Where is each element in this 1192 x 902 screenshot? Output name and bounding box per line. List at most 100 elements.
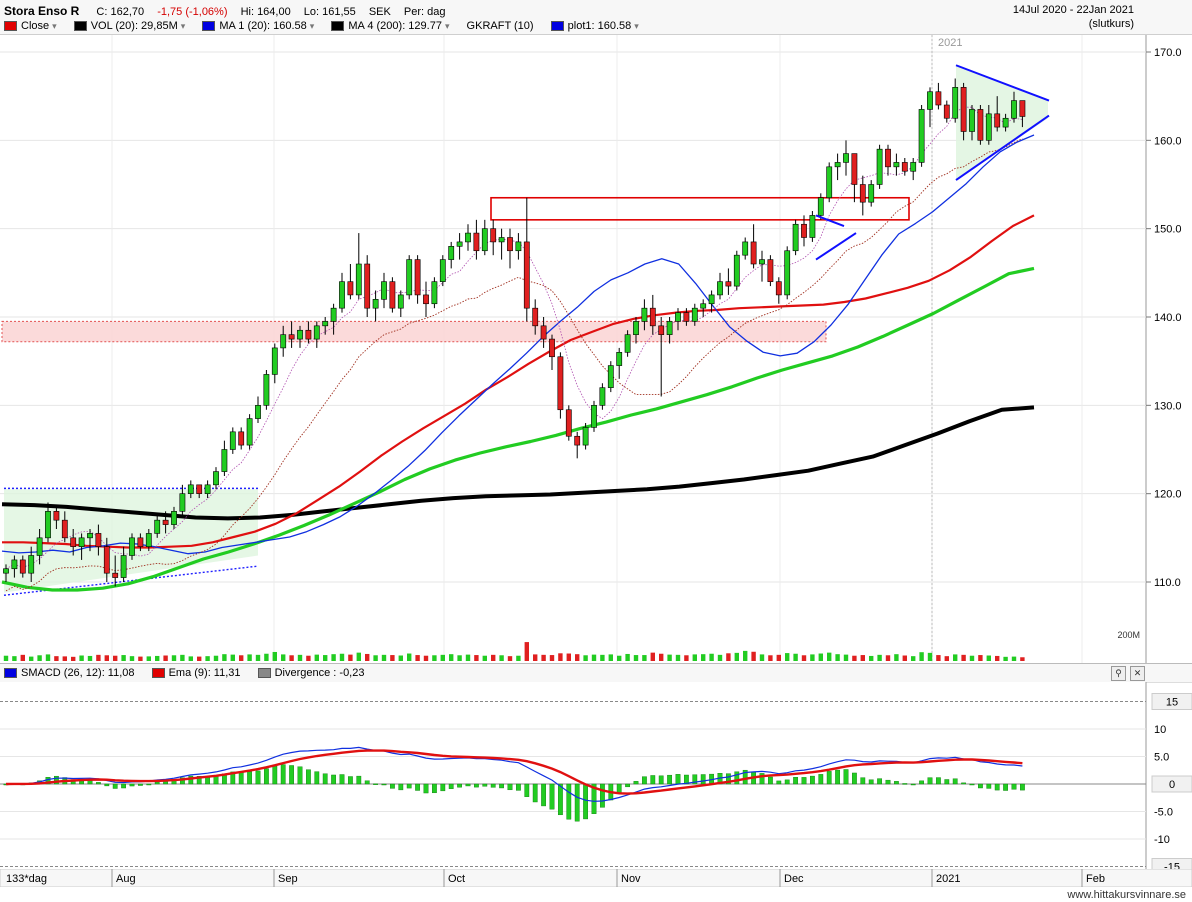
candlesticks <box>3 78 1026 587</box>
quote-close: C: 162,70 <box>96 6 145 18</box>
macd-tick-label: 15 <box>1166 697 1178 709</box>
candle-body <box>162 519 169 525</box>
zoom-icon[interactable]: ⚲ <box>1111 666 1126 681</box>
divergence-bar <box>927 777 933 785</box>
volume-bar <box>96 654 101 661</box>
y-tick-label: 170.0 <box>1154 47 1182 59</box>
divergence-bar <box>574 783 580 822</box>
volume-bar <box>827 652 832 661</box>
volume-bar <box>197 656 202 661</box>
ma100-line <box>1 266 1035 592</box>
flag-upper-line <box>815 214 845 227</box>
quote-low: Lo: 161,55 <box>303 6 356 18</box>
divergence-bar <box>272 765 278 785</box>
candle-body <box>759 259 765 265</box>
volume-bar <box>247 654 252 661</box>
legend-label: MA 1 (20): 160.58 <box>219 20 307 32</box>
candle-body <box>1002 117 1009 128</box>
legend-divergence[interactable]: Divergence : -0,23 <box>257 665 364 681</box>
volume-bar <box>507 656 513 661</box>
macd-tick-label: -10 <box>1154 834 1170 846</box>
candle-body <box>565 409 572 437</box>
volume-bar <box>491 654 496 661</box>
legend-swatch <box>4 668 17 679</box>
legend-smacd[interactable]: SMACD (26, 12): 11,08 <box>4 665 135 681</box>
legend-volume[interactable]: VOL (20): 29,85M ▾ <box>73 18 186 34</box>
close-icon[interactable]: ✕ <box>1130 666 1145 681</box>
divergence-bar <box>877 778 883 785</box>
volume-bar <box>751 651 756 661</box>
divergence-bar <box>432 783 437 794</box>
volume-bar <box>583 655 588 661</box>
volume-bar <box>1003 656 1008 661</box>
divergence-bar <box>188 775 194 785</box>
divergence-bar <box>793 777 799 785</box>
candle-body <box>943 104 950 119</box>
price-chart[interactable]: 110.0 120.0 130.0 140.0 150.0 160.0 170.0 2021… <box>0 35 1192 663</box>
chevron-down-icon[interactable]: ▾ <box>309 21 315 31</box>
x-tick-label: Oct <box>448 873 465 885</box>
volume-bar <box>936 655 941 661</box>
volume-bar <box>726 653 731 661</box>
volume-bar <box>793 653 798 661</box>
divergence-bar <box>843 769 849 785</box>
volume-bar <box>3 655 9 661</box>
volume-bar <box>877 654 882 661</box>
legend-plot1[interactable]: plot1: 160.58 ▾ <box>550 18 639 34</box>
candle-body <box>708 294 715 305</box>
volume-bar <box>533 654 538 661</box>
volume-bar <box>163 655 168 661</box>
candle-body <box>313 325 320 340</box>
legend-close[interactable]: Close ▾ <box>4 18 57 34</box>
legend-label: VOL (20): 29,85M <box>90 20 178 32</box>
volume-bar <box>356 652 361 661</box>
legend-gkraft[interactable]: GKRAFT (10) <box>467 18 534 34</box>
volume-bar <box>919 652 924 661</box>
legend-ema[interactable]: Ema (9): 11,31 <box>151 665 241 681</box>
volume-bar <box>432 655 437 661</box>
volume-bar <box>482 655 487 661</box>
divergence-bar <box>104 783 110 787</box>
candle-body <box>885 148 891 168</box>
candle-body <box>120 555 127 578</box>
candle-body <box>179 493 186 512</box>
candle-body <box>893 162 900 168</box>
volume-bar <box>465 654 471 661</box>
volume-bar <box>331 654 336 661</box>
divergence-bar <box>902 783 908 785</box>
volume-bar <box>297 654 303 661</box>
x-tick-label: Feb <box>1086 873 1105 885</box>
chevron-down-icon[interactable]: ▾ <box>52 21 57 31</box>
volume-bar <box>474 655 479 661</box>
volume-bar <box>860 655 865 661</box>
y-tick-label: 150.0 <box>1154 224 1182 236</box>
chevron-down-icon[interactable]: ▾ <box>634 21 639 31</box>
divergence-bar <box>507 783 513 791</box>
macd-grid <box>0 701 1146 867</box>
volume-bar <box>701 654 706 661</box>
candle-body <box>238 431 245 446</box>
volume-bar <box>843 654 849 661</box>
volume-bar <box>953 654 958 661</box>
candle-body <box>423 294 429 305</box>
candle-body <box>977 109 984 141</box>
macd-chart[interactable]: 2015105.00-5.0-10-15 <box>0 682 1192 869</box>
quote-change: -1,75 (-1,06%) <box>157 6 228 18</box>
divergence-bar <box>583 783 589 820</box>
candle-body <box>78 537 85 547</box>
chevron-down-icon[interactable]: ▾ <box>444 21 450 31</box>
divergence-bar <box>314 771 320 785</box>
volume-bar <box>625 653 630 661</box>
volume-bar <box>37 655 42 661</box>
legend-ma200[interactable]: MA 4 (200): 129.77 ▾ <box>331 18 449 34</box>
volume-bar <box>12 656 17 661</box>
candle-body <box>364 263 371 309</box>
legend-ma20[interactable]: MA 1 (20): 160.58 ▾ <box>202 18 314 34</box>
candle-body <box>935 91 942 106</box>
chevron-down-icon[interactable]: ▾ <box>180 21 186 31</box>
candle-body <box>103 546 110 574</box>
time-axis: Aug Sep Oct Nov Dec 2021 Feb 133*dag <box>0 869 1192 887</box>
volume-bar <box>281 654 286 661</box>
candle-body <box>809 215 816 238</box>
divergence-bar <box>499 783 504 789</box>
